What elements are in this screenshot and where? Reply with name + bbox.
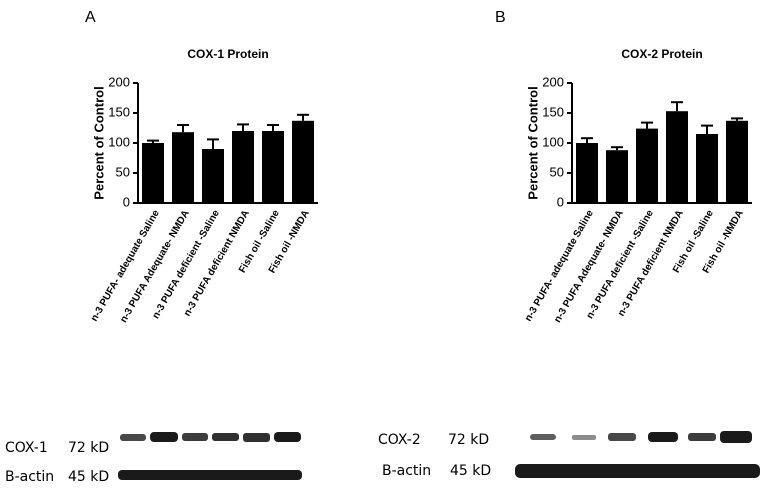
y-tick-label: 50 [550,164,564,179]
blot-label: COX-2 [378,432,421,448]
blot-size: 45 kD [68,469,109,485]
bar [232,131,254,203]
chart-title: COX-1 Protein [187,47,268,61]
panel-label: B [495,9,506,26]
y-tick-label: 0 [123,194,130,209]
bar [696,134,718,203]
y-tick-label: 100 [542,134,564,149]
blot-label: B-actin [382,463,431,479]
bar [172,132,194,203]
y-tick-label: 200 [108,74,130,89]
blot-size: 72 kD [448,432,489,448]
bar [726,120,748,203]
y-axis-label: Percent of Control [91,86,106,199]
blot-size: 72 kD [68,440,109,456]
blot-label: COX-1 [5,440,48,456]
bar [636,128,658,203]
bar [262,131,284,203]
bar [142,143,164,203]
bar [576,143,598,203]
bar [202,149,224,203]
y-tick-label: 0 [557,194,564,209]
blot-size: 45 kD [450,463,491,479]
y-axis-label: Percent of Control [525,86,540,199]
bar [666,111,688,203]
panel-label: A [85,9,96,26]
bar [292,120,314,203]
y-tick-label: 150 [108,104,130,119]
blot-label: B-actin [5,469,54,485]
y-tick-label: 50 [116,164,130,179]
bar [606,150,628,203]
chart-title: COX-2 Protein [621,47,702,61]
y-tick-label: 200 [542,74,564,89]
blot-image [118,431,760,480]
y-tick-label: 150 [542,104,564,119]
y-tick-label: 100 [108,134,130,149]
